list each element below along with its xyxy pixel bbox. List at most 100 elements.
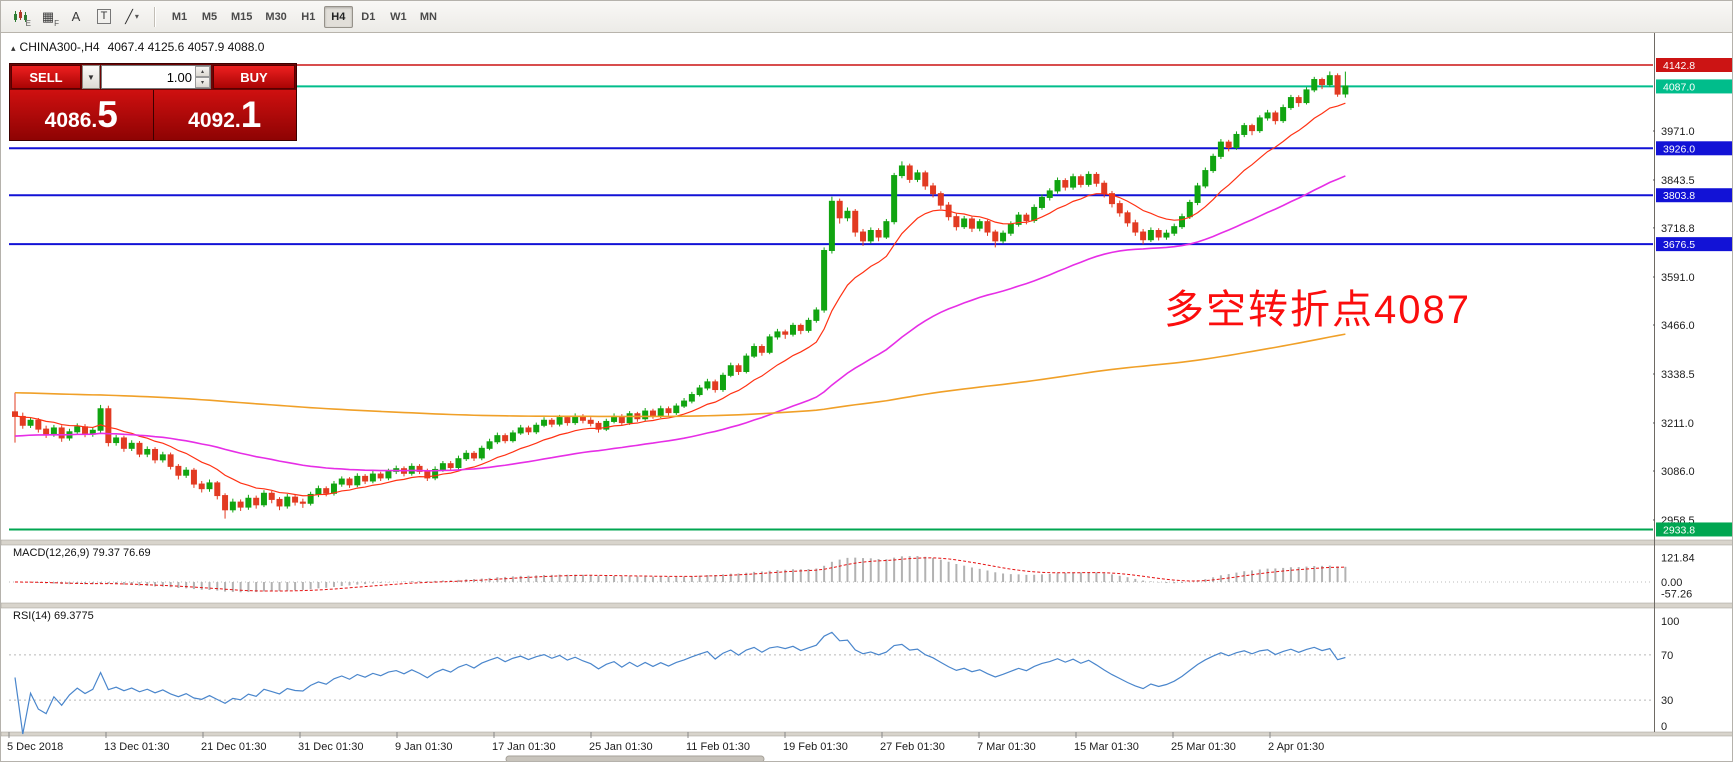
candlestick-chart-icon bbox=[13, 10, 27, 22]
price-tick-label: 3211.0 bbox=[1661, 418, 1694, 430]
time-tick-label: 21 Dec 01:30 bbox=[201, 741, 266, 753]
chevron-down-icon: ▾ bbox=[134, 12, 139, 21]
timeframe-button-M5[interactable]: M5 bbox=[195, 6, 224, 28]
time-axis: 5 Dec 2018 13 Dec 01:30 21 Dec 01:30 31 Dec… bbox=[7, 732, 1324, 753]
volume-field: ▴ ▾ bbox=[101, 65, 211, 89]
grid-icon[interactable]: ▦ F bbox=[35, 5, 61, 29]
horizontal-scrollbar-thumb[interactable] bbox=[505, 755, 765, 762]
price-badge-label: 2933.8 bbox=[1663, 524, 1695, 536]
price-badge-3926.0 bbox=[1656, 141, 1732, 156]
chart-window-icon[interactable]: E bbox=[7, 5, 33, 29]
textbox-tool-icon[interactable]: T bbox=[91, 5, 117, 29]
sell-button[interactable]: SELL bbox=[11, 65, 81, 89]
price-tick-label: 3718.8 bbox=[1661, 223, 1695, 235]
chart-background bbox=[1, 33, 1732, 761]
macd-axis-label: 0.00 bbox=[1661, 577, 1682, 589]
text-tool-icon[interactable]: A bbox=[63, 5, 89, 29]
price-tick-label: 3591.0 bbox=[1661, 272, 1695, 284]
time-tick-label: 25 Jan 01:30 bbox=[589, 741, 653, 753]
trade-options-dropdown[interactable]: ▼ bbox=[82, 65, 100, 89]
price-badge-3803.8 bbox=[1656, 188, 1732, 203]
time-tick-label: 13 Dec 01:30 bbox=[104, 741, 169, 753]
one-click-trading-panel: SELL ▼ ▴ ▾ BUY 4086.5 4092.1 bbox=[9, 63, 297, 141]
sell-price-pip: 5 bbox=[97, 94, 118, 135]
macd-axis-label: -57.26 bbox=[1661, 588, 1692, 600]
time-tick-label: 9 Jan 01:30 bbox=[395, 741, 453, 753]
time-tick-label: 27 Feb 01:30 bbox=[880, 741, 945, 753]
price-badge-2933.8 bbox=[1656, 522, 1732, 537]
volume-decrease-button[interactable]: ▾ bbox=[195, 77, 210, 88]
timeframe-button-MN[interactable]: MN bbox=[414, 6, 443, 28]
macd-axis-label: 121.84 bbox=[1661, 553, 1695, 565]
price-axis: 3971.0 3843.5 3718.8 3591.0 3466.0 3338.5 3211… bbox=[1653, 126, 1695, 527]
macd-signal-line bbox=[14, 557, 1346, 592]
timeframe-button-W1[interactable]: W1 bbox=[384, 6, 413, 28]
time-tick-label: 7 Mar 01:30 bbox=[977, 741, 1036, 753]
timeframe-button-D1[interactable]: D1 bbox=[354, 6, 383, 28]
price-badge-label: 3676.5 bbox=[1663, 239, 1695, 251]
text-tool-glyph: A bbox=[71, 9, 81, 24]
trendline-glyph: ╱ bbox=[125, 8, 133, 24]
toolbar: E ▦ F A T ╱ ▾ M1 M5 M15 M30 H1 H4 D1 W1 MN bbox=[1, 1, 1732, 33]
grid-sub-label: F bbox=[54, 18, 59, 28]
buy-price[interactable]: 4092. 1 bbox=[153, 90, 296, 140]
trade-panel-controls: SELL ▼ ▴ ▾ BUY bbox=[10, 64, 296, 90]
price-tick-label: 3466.0 bbox=[1661, 320, 1695, 332]
timeframe-button-H1[interactable]: H1 bbox=[294, 6, 323, 28]
time-tick-label: 19 Feb 01:30 bbox=[783, 741, 848, 753]
timeframe-button-H4[interactable]: H4 bbox=[323, 5, 353, 28]
line-tool-icon[interactable]: ╱ ▾ bbox=[119, 5, 145, 29]
buy-button[interactable]: BUY bbox=[213, 65, 295, 89]
time-tick-label: 5 Dec 2018 bbox=[7, 741, 63, 753]
panel-divider[interactable] bbox=[1, 539, 1733, 546]
buy-price-main: 4092. bbox=[188, 109, 241, 132]
expert-sub-label: E bbox=[25, 18, 31, 28]
rsi-label: RSI(14) 69.3775 bbox=[13, 610, 94, 622]
chart-annotation: 多空转折点4087 bbox=[1164, 288, 1471, 332]
price-tick-label: 3971.0 bbox=[1661, 126, 1695, 138]
moving-average-ma-fast bbox=[14, 102, 1346, 497]
rsi-axis-label: 0 bbox=[1661, 721, 1667, 733]
volume-input[interactable] bbox=[102, 66, 210, 88]
sell-price[interactable]: 4086. 5 bbox=[10, 90, 154, 140]
rsi-axis-label: 100 bbox=[1661, 616, 1679, 628]
timeframe-button-M30[interactable]: M30 bbox=[259, 6, 292, 28]
macd-histogram bbox=[21, 556, 1347, 593]
volume-increase-button[interactable]: ▴ bbox=[195, 66, 210, 77]
symbol-name: CHINA300-,H4 bbox=[19, 40, 100, 54]
buy-price-pip: 1 bbox=[240, 94, 262, 135]
rsi-axis-label: 70 bbox=[1661, 650, 1673, 662]
price-tick-label: 3843.5 bbox=[1661, 175, 1695, 187]
time-tick-label: 25 Mar 01:30 bbox=[1171, 741, 1236, 753]
textbox-tool-glyph: T bbox=[96, 9, 112, 24]
ohlc-values: 4067.4 4125.6 4057.9 4088.0 bbox=[107, 40, 265, 54]
price-badge-label: 3803.8 bbox=[1663, 190, 1695, 202]
price-badge-label: 4142.8 bbox=[1663, 60, 1695, 72]
rsi-axis-label: 30 bbox=[1661, 695, 1673, 707]
price-badge-4142.8 bbox=[1656, 57, 1732, 72]
grid-glyph: ▦ bbox=[41, 8, 55, 24]
price-tick-label: 3086.0 bbox=[1661, 466, 1695, 478]
macd-label: MACD(12,26,9) 79.37 76.69 bbox=[13, 547, 151, 559]
toolbar-separator bbox=[154, 6, 156, 27]
price-badge-label: 4087.0 bbox=[1663, 81, 1695, 93]
price-tick-label: 3338.5 bbox=[1661, 369, 1695, 381]
moving-average-ma-medium bbox=[14, 175, 1346, 472]
time-tick-label: 2 Apr 01:30 bbox=[1268, 741, 1324, 753]
time-tick-label: 31 Dec 01:30 bbox=[298, 741, 363, 753]
timeframe-button-M1[interactable]: M1 bbox=[165, 6, 194, 28]
time-tick-label: 17 Jan 01:30 bbox=[492, 741, 556, 753]
rsi-line bbox=[14, 631, 1346, 735]
sell-price-main: 4086. bbox=[44, 109, 98, 132]
panel-divider[interactable] bbox=[1, 602, 1733, 609]
volume-spinner: ▴ ▾ bbox=[195, 66, 210, 88]
panel-divider[interactable] bbox=[1, 731, 1733, 737]
time-tick-label: 15 Mar 01:30 bbox=[1074, 741, 1139, 753]
collapse-arrow-icon: ▴ bbox=[11, 43, 16, 53]
price-badge-4087.0 bbox=[1656, 79, 1732, 94]
timeframe-group: M1 M5 M15 M30 H1 H4 D1 W1 MN bbox=[165, 5, 443, 28]
moving-average-ma-slow bbox=[14, 333, 1346, 418]
timeframe-button-M15[interactable]: M15 bbox=[225, 6, 258, 28]
